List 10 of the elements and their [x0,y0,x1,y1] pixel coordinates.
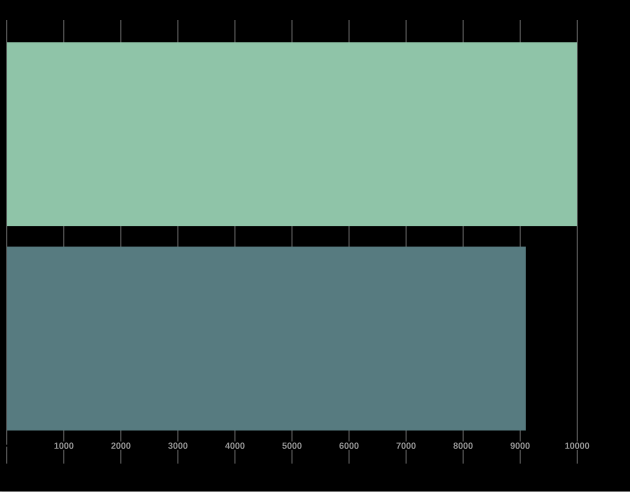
x-tick-label: 8000 [453,442,473,450]
x-tick-label: 4000 [225,442,245,450]
x-tick-label: 10000 [565,442,590,450]
x-tick-label: 6000 [339,442,359,450]
x-tick-label: 7000 [396,442,416,450]
x-tick-label: 3000 [168,442,188,450]
x-tick-label: 1000 [54,442,74,450]
x-tick-label: 9000 [510,442,530,450]
x-tick-label: 2000 [111,442,130,450]
x-tick-label: 5000 [282,442,302,450]
